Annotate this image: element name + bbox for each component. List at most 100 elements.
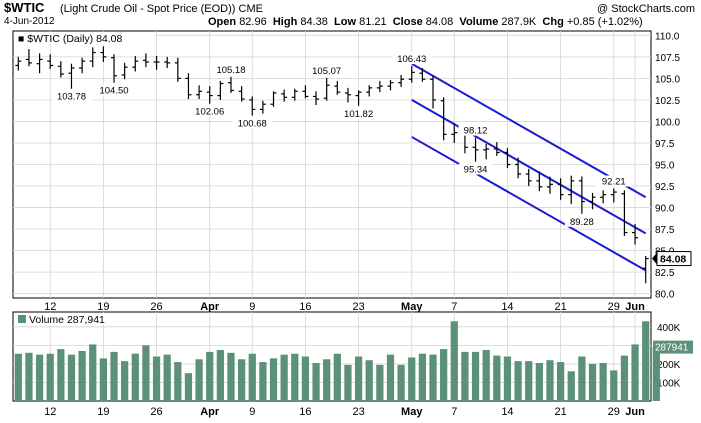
annotation-backdrop bbox=[458, 163, 493, 175]
volume-plot-frame bbox=[12, 311, 652, 402]
price-x-tick-label: 19 bbox=[97, 301, 109, 313]
ohlc-bar bbox=[642, 255, 649, 284]
ohlc-bar bbox=[568, 175, 575, 205]
volume-bar bbox=[280, 354, 288, 401]
volume-x-tick-label: 9 bbox=[249, 406, 255, 418]
annotation-backdrop bbox=[391, 53, 432, 65]
volume-bar bbox=[227, 352, 235, 401]
volume-bar bbox=[163, 354, 171, 401]
ohlc-bar bbox=[451, 123, 458, 143]
last-value-box bbox=[656, 251, 692, 267]
ohlc-bar bbox=[121, 62, 128, 80]
ohlc-bar bbox=[408, 66, 415, 83]
volume-x-tick-label: 23 bbox=[352, 406, 364, 418]
price-x-tick-label: 9 bbox=[249, 301, 255, 313]
ohlc-bar bbox=[15, 56, 22, 71]
ohlc-bar bbox=[174, 57, 181, 82]
last-value-label: 84.08 bbox=[660, 254, 686, 266]
price-x-tick-label: 12 bbox=[44, 301, 56, 313]
ohlc-bar bbox=[196, 85, 203, 100]
volume-x-tick-label: 29 bbox=[608, 406, 620, 418]
volume-bar bbox=[461, 351, 469, 401]
annotation-backdrop bbox=[338, 107, 379, 119]
price-annotation: 92.21 bbox=[602, 177, 626, 188]
annotation-backdrop bbox=[94, 84, 135, 96]
low-label: Low bbox=[334, 16, 357, 28]
price-tick-label: 95.0 bbox=[655, 161, 675, 172]
ohlc-bar bbox=[355, 90, 362, 106]
ohlc-bar bbox=[281, 89, 288, 102]
ohlc-bar bbox=[472, 137, 479, 162]
volume-bar bbox=[578, 356, 586, 401]
volume-bar bbox=[35, 354, 44, 401]
ohlc-bar bbox=[57, 61, 64, 78]
volume-bar bbox=[620, 355, 629, 401]
ohlc-bar bbox=[79, 57, 86, 74]
ohlc-bar bbox=[313, 91, 320, 106]
price-annotation: 95.34 bbox=[464, 165, 488, 176]
volume-bar bbox=[25, 352, 33, 401]
volume-x-tick-label: 19 bbox=[97, 406, 109, 418]
volume-bar bbox=[631, 344, 639, 401]
ticker-symbol: $WTIC bbox=[4, 0, 45, 15]
price-x-tick-label: 7 bbox=[451, 301, 457, 313]
volume-bar bbox=[333, 353, 341, 401]
volume-bar bbox=[450, 321, 458, 401]
price-annotation: 102.06 bbox=[195, 107, 224, 118]
volume-x-tick-label: 7 bbox=[451, 406, 457, 418]
ohlc-bar bbox=[249, 96, 256, 116]
ohlc-bar bbox=[366, 85, 373, 97]
ohlc-bar bbox=[525, 168, 532, 187]
ohlc-bar bbox=[440, 97, 447, 141]
volume-bar bbox=[354, 356, 363, 401]
volume-bar bbox=[269, 358, 278, 401]
ohlc-bar bbox=[36, 53, 43, 74]
price-panel: 80.082.585.087.590.092.595.097.5100.0102… bbox=[12, 30, 692, 313]
price-annotation: 106.43 bbox=[397, 54, 426, 65]
annotation-backdrop bbox=[458, 124, 493, 136]
annotation-backdrop bbox=[189, 105, 230, 117]
volume-bar bbox=[567, 371, 575, 401]
high-value: 84.38 bbox=[300, 16, 328, 28]
price-tick-label: 102.5 bbox=[655, 96, 680, 107]
ohlc-bar bbox=[132, 55, 139, 72]
price-x-tick-label: 23 bbox=[352, 301, 364, 313]
price-tick-label: 90.0 bbox=[655, 204, 675, 215]
volume-bar bbox=[386, 354, 395, 401]
open-label: Open bbox=[208, 16, 237, 28]
volume-bar bbox=[652, 347, 660, 401]
volume-bar bbox=[131, 353, 139, 401]
ohlc-bar bbox=[25, 49, 32, 67]
volume-bar bbox=[142, 345, 150, 401]
volume-x-tick-label: Apr bbox=[200, 406, 220, 418]
annotation-backdrop bbox=[232, 117, 273, 129]
volume-bar bbox=[365, 360, 373, 401]
open-value: 82.96 bbox=[239, 16, 267, 28]
volume-last-box bbox=[653, 340, 693, 354]
volume-bar bbox=[174, 362, 182, 401]
volume-last-label: 287941 bbox=[655, 343, 689, 354]
ohlc-bar bbox=[376, 80, 383, 93]
volume-bar bbox=[418, 353, 426, 401]
ohlc-bar bbox=[334, 80, 341, 95]
volume-bar bbox=[238, 359, 246, 401]
exchange-text: CME bbox=[238, 3, 263, 15]
volume-bar bbox=[195, 359, 203, 401]
price-x-tick-label: 26 bbox=[150, 301, 162, 313]
ohlc-bar bbox=[259, 100, 266, 114]
volume-bar bbox=[291, 353, 299, 401]
volume-legend-swatch bbox=[18, 315, 26, 323]
ohlc-bar bbox=[344, 87, 351, 103]
ohlc-bar bbox=[600, 190, 607, 204]
ohlc-bar bbox=[419, 68, 426, 82]
volume-bar bbox=[546, 360, 554, 401]
close-value: 84.08 bbox=[425, 16, 454, 28]
volume-bar bbox=[482, 350, 490, 401]
volume-x-tick-label: 16 bbox=[299, 406, 311, 418]
volume-bar bbox=[46, 353, 54, 401]
price-annotation: 103.78 bbox=[57, 92, 86, 103]
price-x-tick-label: 21 bbox=[554, 301, 566, 313]
volume-x-tick-label: 21 bbox=[554, 406, 566, 418]
